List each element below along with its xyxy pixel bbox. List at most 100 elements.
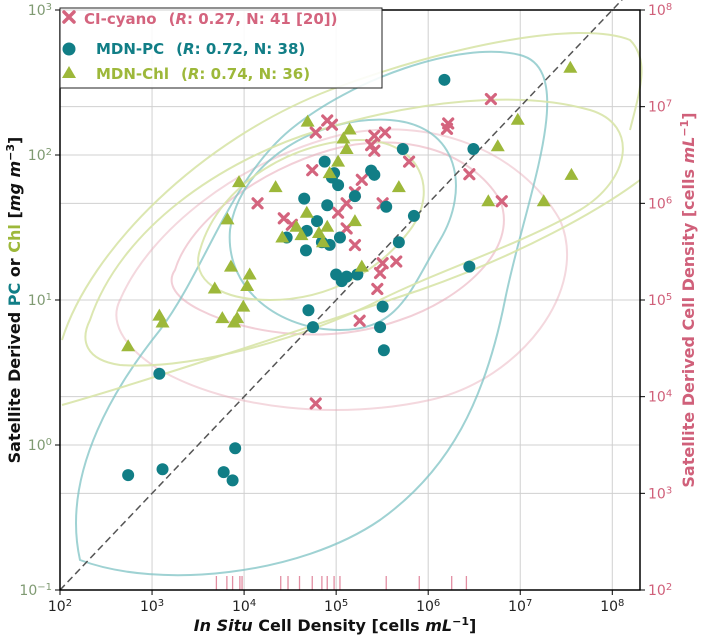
legend-triangle-marker [62, 66, 76, 78]
mdn-chl-point [564, 167, 579, 180]
mdn-chl-point [563, 60, 578, 73]
mdn-chl-point [223, 259, 238, 272]
mdn-chl-point [231, 175, 246, 188]
mdn-pc-point [153, 367, 166, 380]
mdn-chl-point [322, 166, 337, 179]
mdn-chl-point [230, 311, 245, 324]
mdn-chl-point [347, 214, 362, 227]
mdn-chl-point [354, 259, 369, 272]
mdn-chl-point [342, 122, 357, 135]
ci-cyano-point [442, 117, 455, 130]
mdn-chl-point [320, 219, 335, 232]
x-tick-label: 103 [140, 598, 164, 616]
ci-cyano-point [365, 139, 378, 152]
mdn-chl-point [536, 194, 551, 207]
legend-entry-mdn-pc: MDN-PC (R: 0.72, N: 38) [62, 40, 305, 58]
mdn-pc-point [392, 236, 405, 249]
mdn-chl-point [215, 311, 230, 324]
y2-tick-label: 105 [648, 292, 672, 310]
mdn-pc-point [340, 270, 353, 283]
x-tick-label: 104 [232, 598, 256, 616]
ci-cyano-point [495, 195, 508, 208]
mdn-chl-point [510, 112, 525, 125]
mdn-pc-point [463, 260, 476, 273]
rug-marks [215, 576, 468, 590]
ci-cyano-point [251, 197, 264, 210]
y-left-axis-ticks: 10−1 100 101 102 103 [19, 2, 60, 600]
y-tick-label: 10−1 [19, 582, 52, 600]
y2-tick-label: 106 [648, 195, 672, 213]
contour-chl-mid [84, 98, 624, 367]
mdn-pc-point [407, 209, 420, 222]
legend-box [59, 7, 383, 89]
contour-pc-outer [75, 50, 549, 577]
legend-entry-ci-cyano: CI-cyano (R: 0.27, N: 41 [20]) [62, 10, 337, 28]
y-tick-label: 102 [28, 147, 52, 165]
svg-text:CI-cyano(R: 0.27, N: 41 [20]): CI-cyano (R: 0.27, N: 41 [20]) [84, 10, 337, 28]
mdn-pc-point [374, 321, 387, 334]
ci-cyano-point [325, 118, 339, 131]
mdn-chl-point [299, 205, 314, 218]
ci-cyano-point [378, 126, 392, 139]
x-tick-label: 107 [508, 598, 532, 616]
ci-cyano-point [309, 126, 322, 139]
mdn-pc-point [467, 142, 480, 155]
mdn-chl-point [481, 194, 496, 207]
x-tick-label: 106 [416, 598, 440, 616]
y2-tick-label: 107 [648, 98, 672, 116]
mdn-chl-point [339, 141, 354, 154]
mdn-chl-point [220, 212, 235, 225]
one-to-one-line [59, 0, 623, 591]
ci-cyano-point [376, 257, 389, 270]
ci-cyano-point [355, 173, 368, 186]
x-tick-label: 108 [600, 598, 624, 616]
mdn-chl-point [391, 180, 406, 193]
ci-cyano-point [306, 164, 319, 177]
svg-text:MDN-PC(R: 0.72, N: 38): MDN-PC (R: 0.72, N: 38) [96, 40, 305, 58]
y2-tick-label: 108 [648, 2, 672, 20]
contour-pc-inner [228, 118, 457, 332]
mdn-chl-point [240, 278, 255, 291]
y-tick-label: 103 [28, 2, 52, 20]
y-left-axis-label: Satellite Derived PC or Chl [mg m−3] [4, 137, 25, 464]
mdn-pc-point [226, 474, 239, 487]
data-points [121, 60, 579, 487]
mdn-pc-point [377, 344, 390, 357]
mdn-chl-point [289, 219, 304, 232]
legend-label-ci: CI-cyano [84, 10, 157, 28]
ci-cyano-point [368, 129, 381, 142]
mdn-pc-point [156, 463, 169, 476]
mdn-chl-point [236, 299, 251, 312]
mdn-chl-point [275, 230, 290, 243]
mdn-chl-point [242, 267, 257, 280]
x-axis-ticks: 102 103 104 105 106 107 108 [48, 590, 624, 615]
mdn-pc-point [122, 469, 135, 482]
x-tick-label: 102 [48, 598, 72, 616]
contour-ci-outer [115, 128, 568, 411]
x-axis-label: In Situ Cell Density [cells mL−1] [194, 615, 477, 636]
ci-cyano-point [348, 238, 362, 252]
mdn-chl-point [336, 131, 351, 144]
mdn-pc-point [318, 155, 331, 168]
mdn-chl-point [155, 315, 170, 328]
ci-cyano-point [353, 314, 366, 327]
y-tick-label: 100 [28, 437, 52, 455]
ci-cyano-point [390, 255, 403, 268]
mdn-chl-point [268, 180, 283, 193]
legend: CI-cyano (R: 0.27, N: 41 [20]) MDN-PC (R: … [59, 7, 383, 89]
mdn-pc-point [348, 190, 361, 203]
mdn-pc-point [306, 321, 319, 334]
legend-entry-mdn-chl: MDN-Chl (R: 0.74, N: 36) [62, 65, 310, 83]
ci-cyano-point [371, 282, 384, 296]
y2-tick-label: 103 [648, 485, 672, 503]
mdn-chl-point [490, 139, 505, 152]
mdn-chl-point [316, 235, 331, 248]
mdn-pc-point [368, 168, 381, 181]
mdn-pc-point [438, 73, 451, 86]
ci-cyano-point [484, 92, 498, 106]
ci-cyano-point [402, 155, 416, 168]
y2-tick-label: 102 [648, 582, 672, 600]
mdn-pc-point [380, 200, 393, 213]
y-tick-label: 101 [28, 292, 52, 310]
mdn-pc-point [333, 231, 346, 244]
